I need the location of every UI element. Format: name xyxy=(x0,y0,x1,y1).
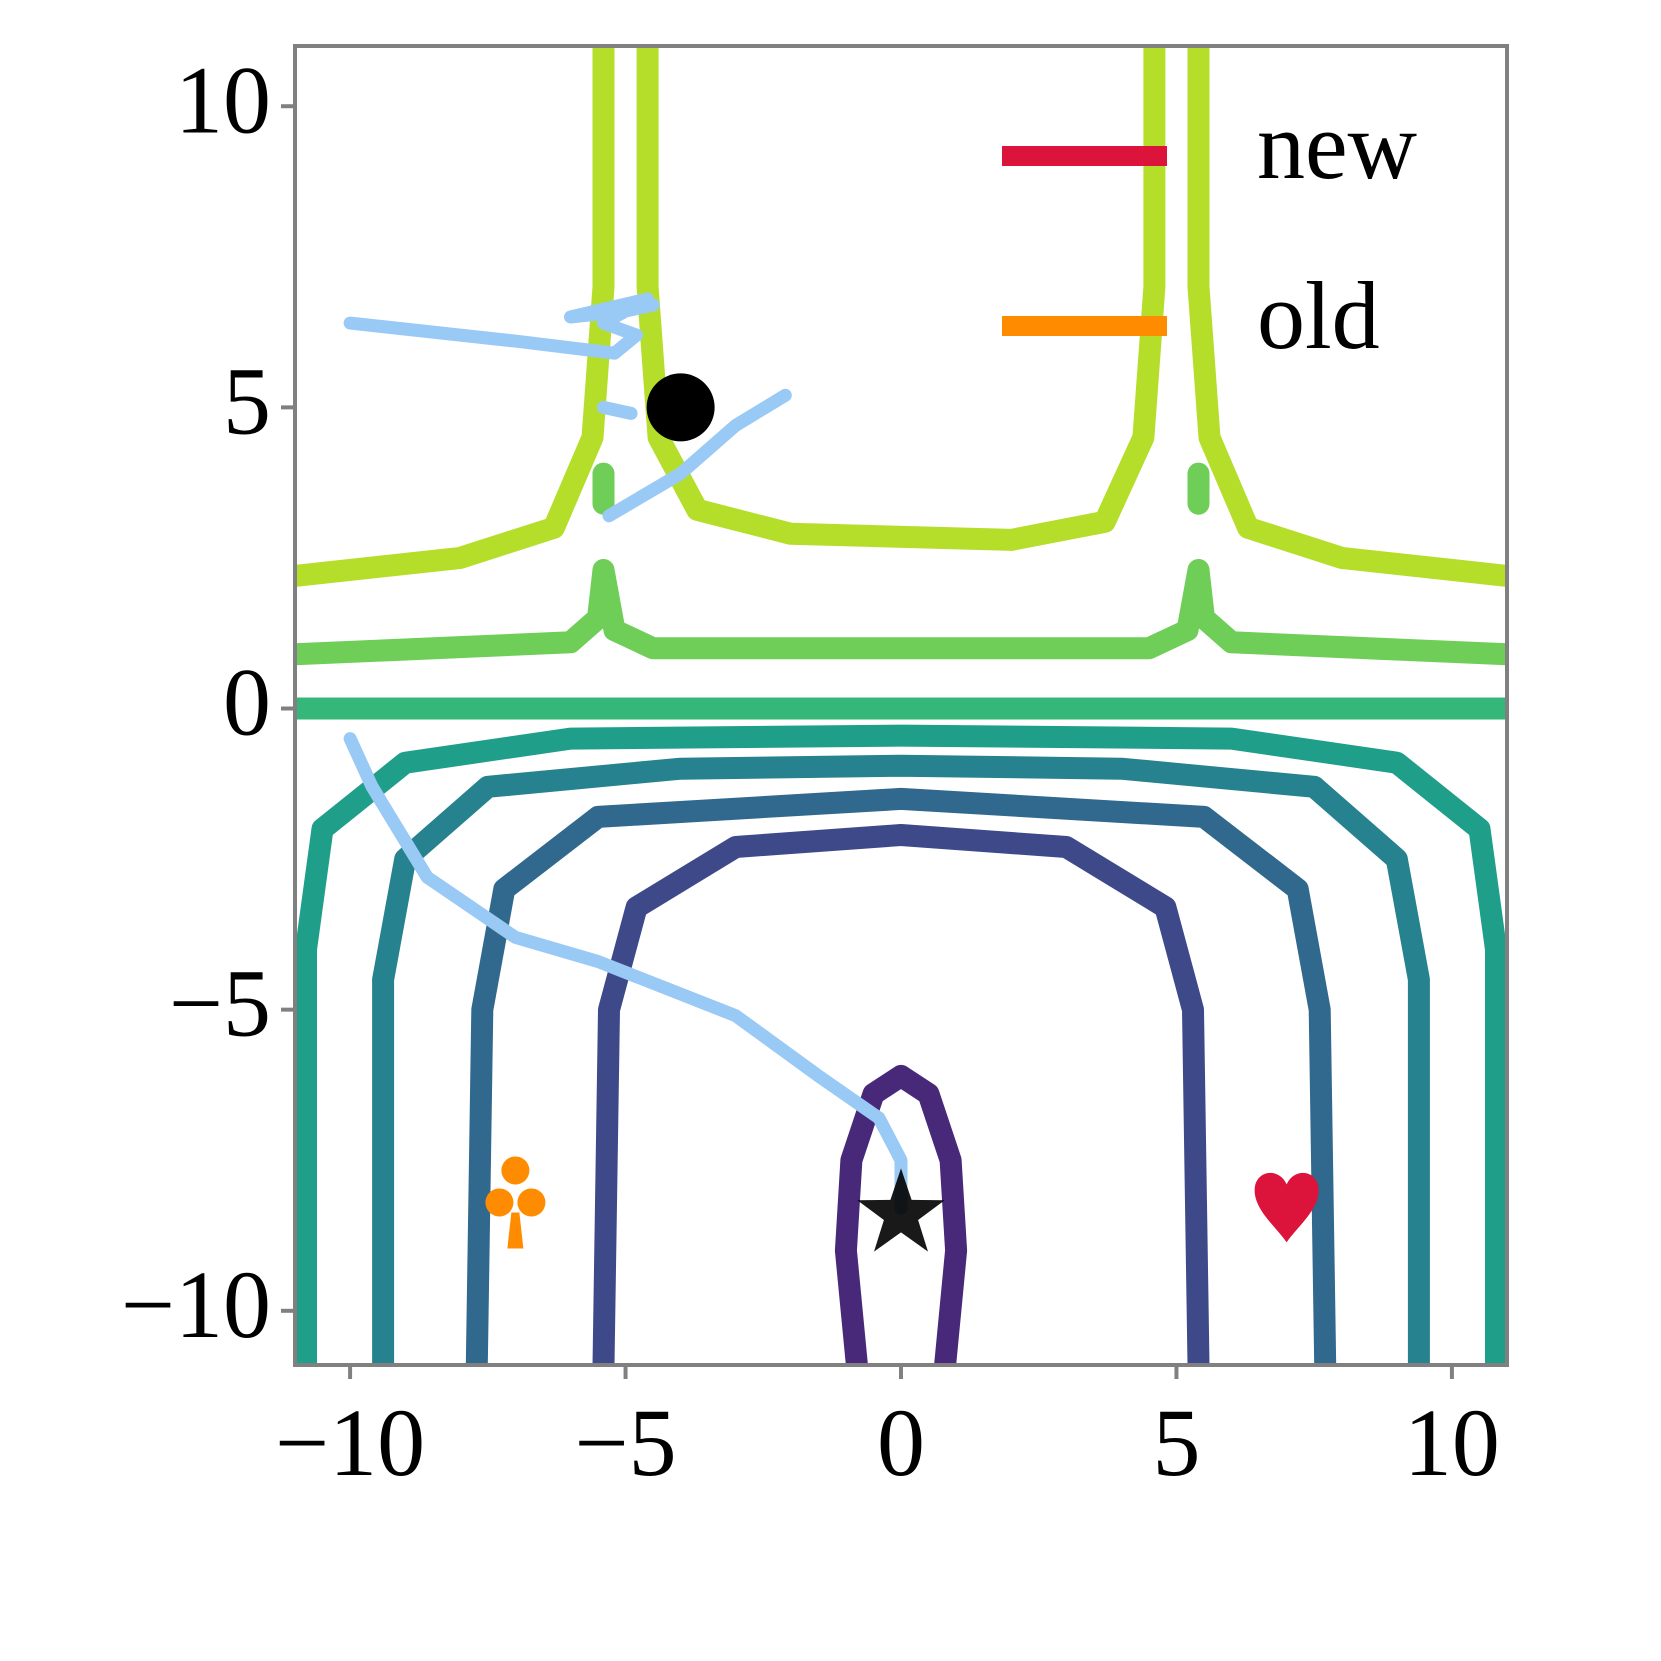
start-point xyxy=(646,373,715,442)
contour-line xyxy=(592,824,1210,1365)
plot-area xyxy=(295,46,1507,1365)
legend-label: new xyxy=(1257,92,1417,199)
x-tick-label: −10 xyxy=(275,1389,425,1496)
x-tick-label: 10 xyxy=(1404,1389,1500,1496)
y-tick-label: 5 xyxy=(223,347,271,454)
x-tick-label: −5 xyxy=(574,1389,676,1496)
x-tick-label: 5 xyxy=(1152,1389,1200,1496)
contour-line xyxy=(295,724,1507,1365)
y-tick-label: −10 xyxy=(121,1251,271,1358)
y-tick-label: −5 xyxy=(169,950,271,1057)
contour-line xyxy=(834,1064,968,1365)
y-tick-label: 0 xyxy=(223,649,271,756)
x-tick-label: 0 xyxy=(877,1389,925,1496)
contour-line xyxy=(465,787,1337,1365)
club-marker xyxy=(485,1156,546,1249)
legend-label: old xyxy=(1257,262,1380,369)
contour-line xyxy=(295,46,1507,587)
y-tick-label: 10 xyxy=(175,46,271,153)
trajectory xyxy=(343,292,908,1215)
heart-marker xyxy=(1254,1172,1319,1243)
contour-line xyxy=(295,462,1507,666)
contour-line xyxy=(372,754,1430,1365)
goal-star xyxy=(857,1168,945,1252)
